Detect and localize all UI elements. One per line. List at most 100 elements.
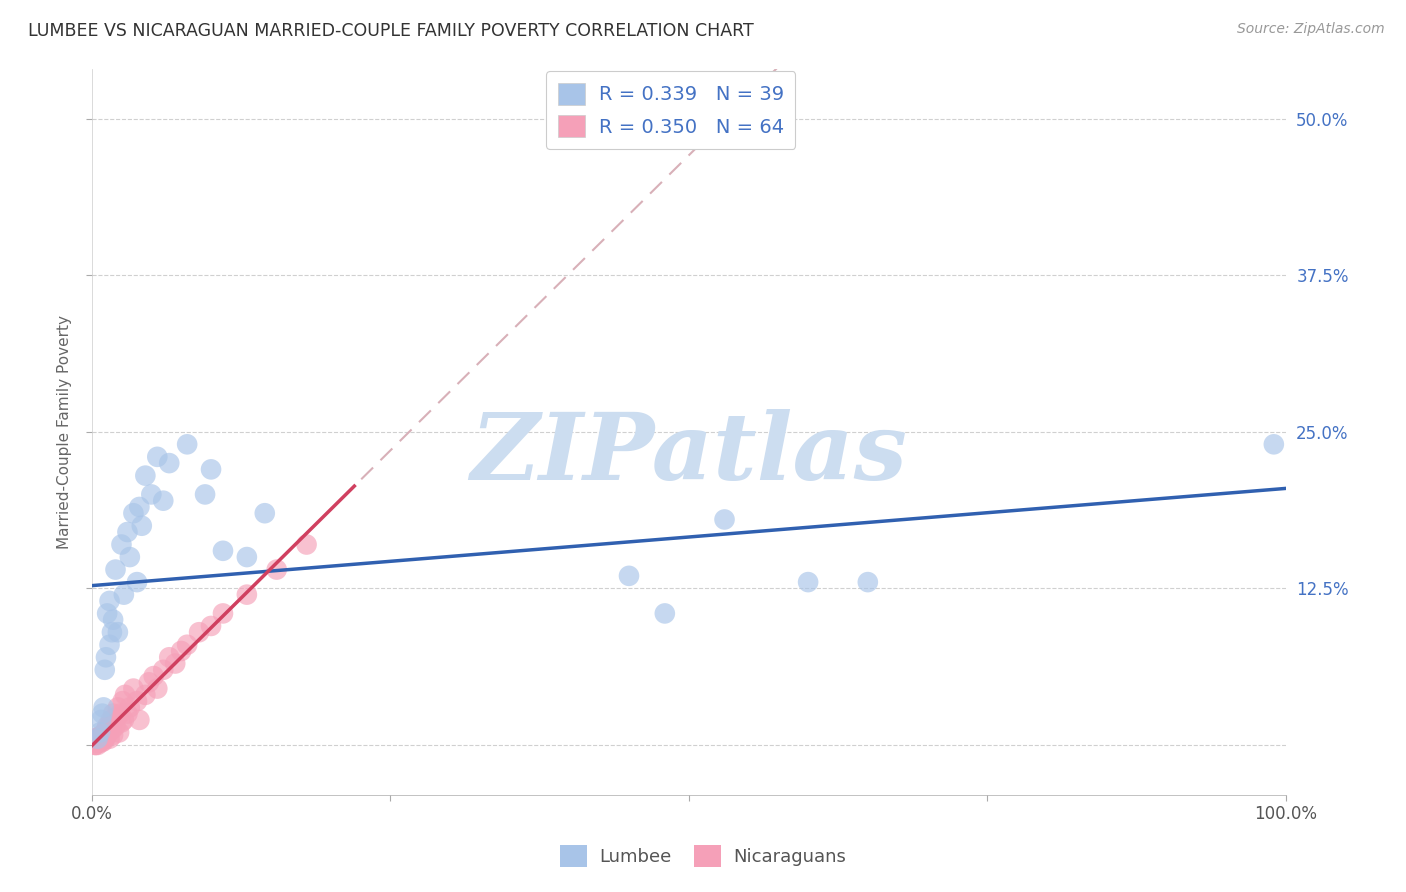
- Legend: R = 0.339   N = 39, R = 0.350   N = 64: R = 0.339 N = 39, R = 0.350 N = 64: [546, 71, 796, 149]
- Point: [142, 669, 165, 683]
- Point: [236, 550, 259, 565]
- Point: [105, 710, 128, 724]
- Point: [194, 487, 217, 501]
- Point: [114, 688, 136, 702]
- Point: [89, 729, 111, 743]
- Point: [110, 706, 132, 721]
- Point: [96, 607, 118, 621]
- Point: [107, 700, 129, 714]
- Point: [86, 738, 108, 752]
- Point: [96, 728, 118, 742]
- Point: [89, 734, 111, 748]
- Point: [86, 735, 108, 749]
- Point: [86, 731, 108, 746]
- Point: [104, 719, 127, 733]
- Point: [713, 512, 735, 526]
- Point: [86, 733, 108, 747]
- Point: [152, 493, 174, 508]
- Point: [87, 735, 110, 749]
- Legend: Lumbee, Nicaraguans: Lumbee, Nicaraguans: [553, 838, 853, 874]
- Point: [797, 575, 820, 590]
- Point: [157, 456, 180, 470]
- Point: [94, 731, 117, 746]
- Point: [134, 688, 156, 702]
- Point: [90, 713, 112, 727]
- Point: [101, 625, 124, 640]
- Point: [101, 728, 124, 742]
- Text: Source: ZipAtlas.com: Source: ZipAtlas.com: [1237, 22, 1385, 37]
- Point: [110, 715, 132, 730]
- Text: ZIPatlas: ZIPatlas: [470, 409, 907, 499]
- Point: [128, 713, 150, 727]
- Point: [86, 731, 108, 746]
- Point: [134, 468, 156, 483]
- Point: [93, 700, 115, 714]
- Point: [84, 738, 107, 752]
- Point: [170, 644, 193, 658]
- Point: [200, 462, 222, 476]
- Point: [212, 543, 235, 558]
- Point: [86, 734, 108, 748]
- Point: [93, 734, 115, 748]
- Point: [89, 725, 111, 739]
- Point: [86, 735, 108, 749]
- Point: [141, 487, 163, 501]
- Point: [125, 694, 148, 708]
- Point: [101, 613, 124, 627]
- Point: [128, 500, 150, 514]
- Point: [266, 563, 288, 577]
- Point: [117, 524, 139, 539]
- Point: [96, 719, 118, 733]
- Point: [94, 723, 117, 737]
- Point: [138, 675, 160, 690]
- Point: [98, 638, 121, 652]
- Point: [295, 537, 318, 551]
- Point: [111, 694, 134, 708]
- Point: [617, 569, 640, 583]
- Point: [84, 731, 107, 746]
- Point: [94, 725, 117, 739]
- Point: [118, 700, 141, 714]
- Point: [152, 663, 174, 677]
- Point: [122, 681, 145, 696]
- Point: [654, 607, 676, 621]
- Point: [856, 575, 879, 590]
- Point: [100, 713, 122, 727]
- Point: [107, 625, 129, 640]
- Point: [94, 663, 117, 677]
- Point: [146, 450, 169, 464]
- Point: [188, 625, 211, 640]
- Point: [84, 738, 107, 752]
- Point: [98, 594, 121, 608]
- Point: [91, 706, 114, 721]
- Point: [165, 657, 187, 671]
- Point: [93, 729, 115, 743]
- Point: [200, 619, 222, 633]
- Point: [110, 537, 132, 551]
- Point: [108, 725, 131, 739]
- Point: [87, 731, 110, 746]
- Point: [97, 725, 120, 739]
- Point: [98, 731, 121, 746]
- Point: [157, 650, 180, 665]
- Point: [101, 715, 124, 730]
- Y-axis label: Married-Couple Family Poverty: Married-Couple Family Poverty: [58, 315, 72, 549]
- Point: [236, 588, 259, 602]
- Point: [122, 506, 145, 520]
- Point: [91, 728, 114, 742]
- Point: [117, 706, 139, 721]
- Point: [118, 550, 141, 565]
- Point: [101, 723, 124, 737]
- Text: LUMBEE VS NICARAGUAN MARRIED-COUPLE FAMILY POVERTY CORRELATION CHART: LUMBEE VS NICARAGUAN MARRIED-COUPLE FAMI…: [28, 22, 754, 40]
- Point: [90, 731, 112, 745]
- Point: [103, 713, 125, 727]
- Point: [125, 575, 148, 590]
- Point: [98, 719, 121, 733]
- Point: [253, 506, 276, 520]
- Point: [94, 731, 117, 745]
- Point: [176, 437, 198, 451]
- Point: [90, 735, 112, 749]
- Point: [91, 733, 114, 747]
- Point: [112, 713, 135, 727]
- Point: [104, 563, 127, 577]
